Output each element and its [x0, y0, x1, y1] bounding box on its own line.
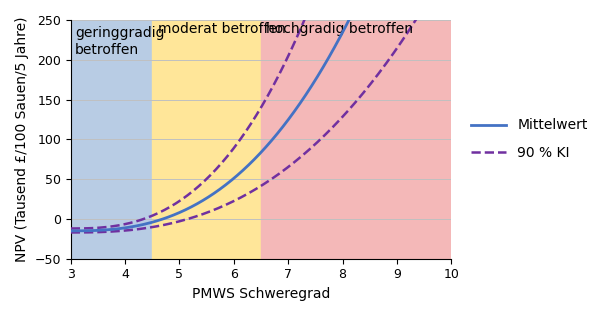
Y-axis label: NPV (Tausend £/100 Sauen/5 Jahre): NPV (Tausend £/100 Sauen/5 Jahre)	[15, 17, 29, 262]
X-axis label: PMWS Schweregrad: PMWS Schweregrad	[192, 287, 330, 301]
Bar	[152, 20, 261, 259]
Text: hochgradig betroffen: hochgradig betroffen	[267, 21, 414, 36]
Bar	[261, 20, 451, 259]
Legend: Mittelwert, 90 % KI: Mittelwert, 90 % KI	[466, 113, 593, 166]
Text: geringgradig
betroffen: geringgradig betroffen	[75, 26, 165, 57]
Text: moderat betroffen: moderat betroffen	[158, 21, 285, 36]
Bar	[71, 20, 152, 259]
